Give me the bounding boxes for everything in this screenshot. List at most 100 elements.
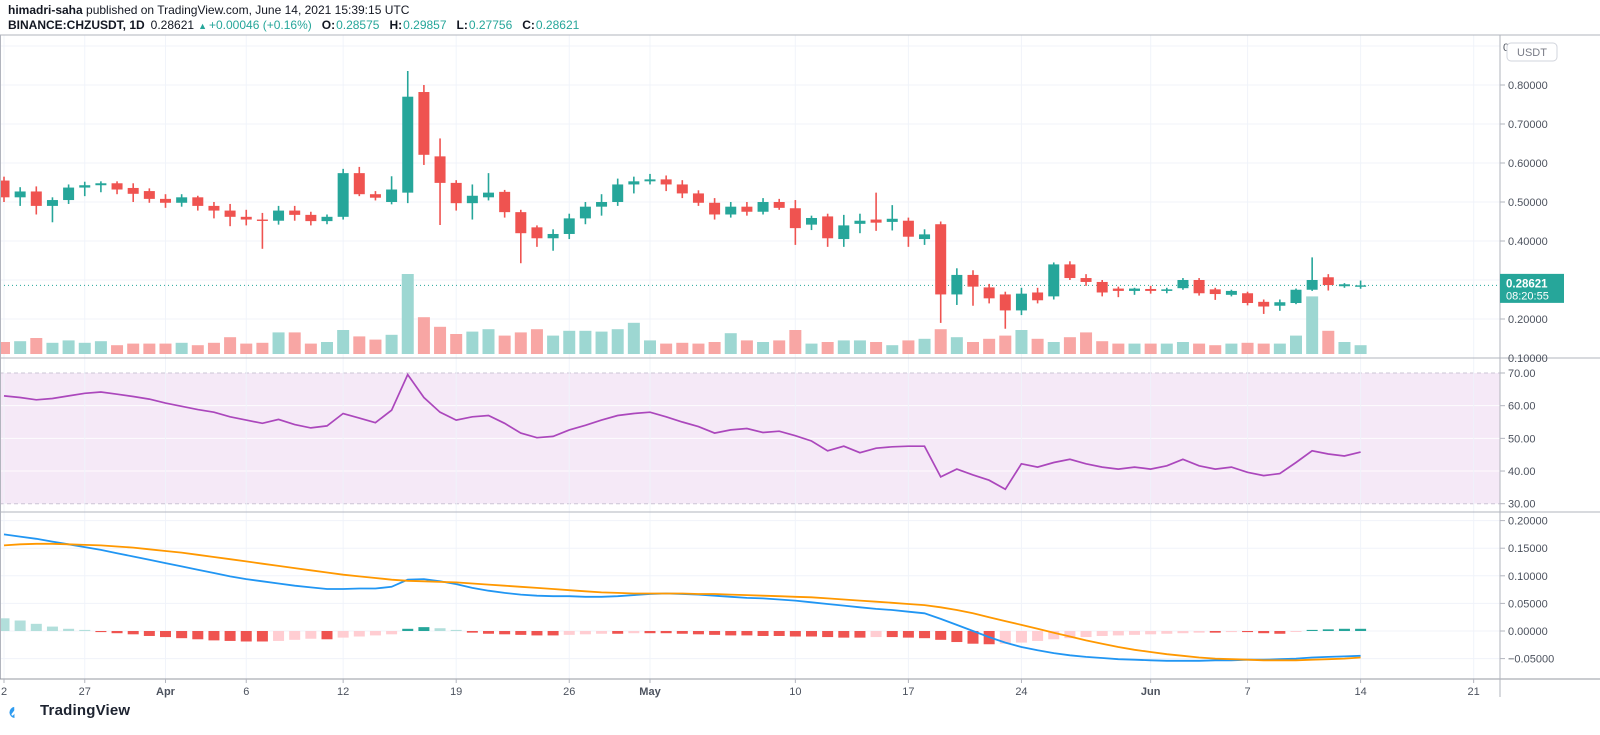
volume-bar	[224, 337, 237, 354]
volume-bar	[288, 332, 301, 354]
volume-bar	[127, 343, 140, 354]
macd-histogram-bar	[240, 631, 252, 642]
candle-body	[612, 184, 624, 202]
time-tick-label: 21	[1468, 686, 1480, 698]
macd-histogram-bar	[563, 631, 575, 635]
candle-body	[1129, 288, 1140, 291]
macd-histogram-bar	[951, 631, 963, 643]
candle-body	[466, 195, 478, 204]
open-label: O:	[321, 18, 336, 32]
rsi-tick-label: 40.00	[1508, 466, 1536, 478]
volume-bar	[579, 330, 592, 354]
candle-body	[434, 156, 446, 183]
candle-body	[418, 92, 430, 155]
last-price: 0.28621	[150, 18, 195, 32]
currency-button-label[interactable]: USDT	[1517, 47, 1547, 59]
macd-tick-label: 0.10000	[1508, 571, 1548, 583]
time-scale[interactable]: 2 27 Apr 6 12 19 26 May 10 17 24 Jun 7 14 21	[1, 679, 1480, 698]
candle-body	[563, 218, 575, 234]
candle-body	[79, 185, 91, 188]
candle-body	[709, 202, 721, 215]
macd-histogram-bar	[725, 631, 737, 636]
macd-histogram-bar	[612, 631, 624, 634]
macd-histogram-bar	[1338, 628, 1350, 631]
macd-histogram-bar	[0, 618, 10, 631]
volume-bar	[1306, 296, 1319, 354]
volume-bar	[983, 338, 996, 354]
price-scale[interactable]: 0.800000.700000.600000.500000.400000.300…	[1500, 42, 1554, 666]
candle-body	[725, 206, 737, 215]
time-tick-label: 2	[1, 686, 7, 698]
price-tick-label: 0.50000	[1508, 197, 1548, 209]
volume-bar	[385, 334, 398, 354]
candle-body	[143, 191, 155, 199]
macd-histogram-bar	[1242, 631, 1254, 633]
volume-bar	[886, 345, 899, 354]
volume-bar	[627, 322, 640, 354]
time-tick-label: 7	[1244, 686, 1250, 698]
candle-body	[644, 179, 656, 182]
macd-histogram-bar	[935, 631, 947, 640]
macd-histogram-bar	[886, 631, 898, 638]
candle-body	[95, 183, 107, 186]
macd-histogram-bar	[95, 631, 107, 633]
volume-bar	[337, 330, 350, 354]
candle-body	[983, 287, 995, 299]
volume-bar	[1080, 332, 1093, 354]
candle-body	[547, 233, 559, 239]
candle-body	[1193, 280, 1205, 294]
volume-bar	[740, 340, 753, 354]
candle-body	[741, 206, 753, 212]
candle-body	[305, 214, 317, 222]
candle-body	[579, 206, 591, 219]
volume-bar	[466, 331, 479, 354]
candle-body	[999, 294, 1011, 311]
macd-histogram-bar	[515, 631, 527, 635]
volume-bar	[1047, 342, 1060, 354]
publish-info-line: himadri-saha published on TradingView.co…	[8, 3, 409, 18]
publish-info-text: published on TradingView.com, June 14, 2…	[82, 3, 410, 17]
candle-body	[596, 202, 608, 207]
volume-bar	[530, 329, 543, 354]
macd-histogram-bar	[870, 631, 882, 638]
macd-histogram-bar	[1080, 631, 1092, 638]
pane-dividers	[0, 34, 1600, 697]
rsi-tick-label: 60.00	[1508, 401, 1536, 413]
candle-body	[1177, 280, 1189, 289]
volume-bar	[1241, 342, 1254, 354]
volume-bar	[611, 329, 624, 354]
macd-histogram-bar	[208, 631, 220, 641]
macd-histogram-bar	[1225, 631, 1237, 633]
volume-bar	[1290, 335, 1302, 354]
volume-bars	[0, 274, 1367, 354]
macd-histogram-bar	[757, 631, 769, 636]
volume-bar	[0, 342, 10, 354]
macd-histogram-bar	[789, 631, 801, 637]
volume-bar	[1354, 345, 1367, 354]
macd-histogram-bar	[806, 631, 817, 637]
macd-histogram-bar	[676, 631, 688, 634]
volume-bar	[450, 334, 463, 354]
volume-bar	[950, 337, 963, 354]
volume-bar	[789, 330, 802, 354]
price-tick-label-clipped: 0	[1503, 42, 1509, 54]
volume-bar	[1128, 343, 1141, 354]
volume-bar	[498, 335, 511, 354]
tradingview-logo-text: TradingView	[40, 701, 131, 719]
candle-body	[208, 205, 220, 211]
macd-histogram-bar	[1209, 631, 1221, 633]
candle-body	[1322, 277, 1334, 286]
macd-histogram-bar	[902, 631, 914, 638]
macd-histogram-bar	[579, 631, 591, 635]
tradingview-logo[interactable]: TradingView	[8, 701, 130, 719]
price-tick-label: 0.20000	[1508, 314, 1548, 326]
macd-histogram-bar	[1322, 629, 1334, 631]
candle-body	[63, 187, 75, 201]
time-tick-label: 19	[450, 686, 462, 698]
currency-button[interactable]: USDT	[1506, 42, 1558, 62]
rsi-tick-label: 30.00	[1508, 499, 1536, 511]
candle-body	[1112, 288, 1124, 291]
volume-bar	[1225, 343, 1238, 354]
time-tick-label: 26	[563, 686, 575, 698]
